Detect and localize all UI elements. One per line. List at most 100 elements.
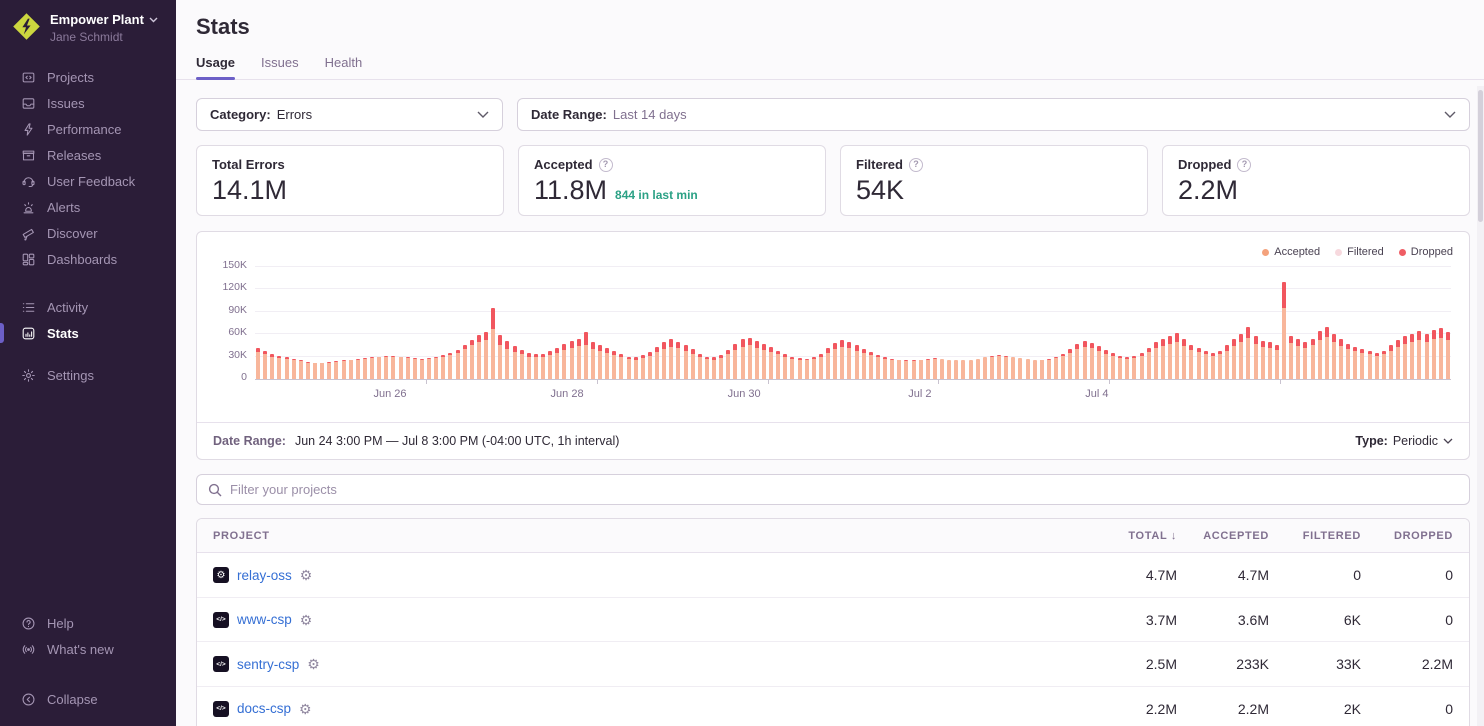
chart-bar[interactable]	[1260, 340, 1265, 379]
org-header[interactable]: Empower Plant Jane Schmidt	[0, 0, 176, 44]
chart-bar[interactable]	[1153, 342, 1158, 379]
sidebar-item-collapse[interactable]: Collapse	[0, 686, 176, 712]
chart-bar[interactable]	[1253, 336, 1258, 379]
chart-bar[interactable]	[726, 349, 731, 379]
chart-bar[interactable]	[740, 339, 745, 379]
chart-bar[interactable]	[840, 340, 845, 379]
chart-bar[interactable]	[868, 352, 873, 379]
sidebar-item-alerts[interactable]: Alerts	[0, 194, 176, 220]
chart-bar[interactable]	[391, 355, 396, 379]
chart-bar[interactable]	[783, 353, 788, 379]
chart-bar[interactable]	[1118, 355, 1123, 379]
chart-bar[interactable]	[1431, 330, 1436, 379]
chart-bar[interactable]	[1061, 353, 1066, 379]
project-filter-input[interactable]	[230, 482, 1458, 498]
chart-bar[interactable]	[947, 359, 952, 379]
chart-bar[interactable]	[441, 355, 446, 379]
chart-bar[interactable]	[1381, 350, 1386, 379]
chart-bar[interactable]	[697, 353, 702, 379]
chart-bar[interactable]	[1175, 332, 1180, 379]
chart-bar[interactable]	[769, 346, 773, 379]
chart-bar[interactable]	[1039, 359, 1044, 379]
chart-bar[interactable]	[362, 358, 367, 379]
chart-bar[interactable]	[811, 356, 816, 379]
chart-bar[interactable]	[961, 360, 966, 379]
chart-bar[interactable]	[1267, 342, 1272, 379]
chart-bar[interactable]	[875, 355, 880, 379]
chart-bar[interactable]	[1388, 345, 1393, 379]
chart-bar[interactable]	[1018, 358, 1023, 379]
chart-bar[interactable]	[818, 353, 823, 379]
chart-bar[interactable]	[669, 339, 674, 379]
chart-bar[interactable]	[491, 308, 496, 379]
chart-bar[interactable]	[1075, 343, 1080, 379]
chart-bar[interactable]	[256, 347, 260, 379]
chart-bar[interactable]	[1225, 345, 1229, 379]
chart-bar[interactable]	[1239, 333, 1244, 379]
chart-bar[interactable]	[519, 349, 524, 379]
chart-bar[interactable]	[370, 357, 374, 379]
sidebar-item-help[interactable]: Help	[0, 610, 176, 636]
chart-bar[interactable]	[476, 335, 481, 379]
chart-bar[interactable]	[313, 362, 317, 379]
chart-bar[interactable]	[1296, 339, 1301, 379]
category-select[interactable]: Category: Errors	[196, 98, 503, 131]
chart-bar[interactable]	[1339, 339, 1343, 379]
chart-bar[interactable]	[1445, 332, 1450, 379]
chart-bar[interactable]	[1203, 351, 1208, 379]
chart-bar[interactable]	[968, 359, 973, 379]
chart-bar[interactable]	[398, 356, 403, 379]
chart-bar[interactable]	[298, 360, 303, 379]
chart-bar[interactable]	[1353, 346, 1358, 379]
chart-bar[interactable]	[904, 360, 909, 379]
chart-bar[interactable]	[1182, 339, 1187, 379]
page-scrollbar[interactable]	[1477, 86, 1484, 726]
chart-plot[interactable]: 0 30K 60K 90K 120K 150K	[222, 259, 1451, 384]
chart-bar[interactable]	[1417, 331, 1422, 379]
tab-usage[interactable]: Usage	[196, 55, 236, 80]
chart-bar[interactable]	[662, 342, 667, 379]
chart-bar[interactable]	[975, 358, 980, 379]
chart-type-select[interactable]: Type: Periodic	[1355, 434, 1453, 448]
chart-bar[interactable]	[348, 359, 353, 379]
sidebar-item-discover[interactable]: Discover	[0, 220, 176, 246]
chart-bar[interactable]	[676, 341, 681, 379]
chart-bar[interactable]	[555, 348, 560, 379]
chart-bar[interactable]	[1438, 328, 1443, 379]
chart-bar[interactable]	[982, 357, 987, 379]
chart-bar[interactable]	[598, 344, 602, 379]
chart-bar[interactable]	[954, 360, 959, 379]
column-header-accepted[interactable]: ACCEPTED	[1203, 529, 1269, 542]
sidebar-item-projects[interactable]: Projects	[0, 64, 176, 90]
chart-bar[interactable]	[1282, 282, 1286, 379]
chart-bar[interactable]	[1189, 344, 1194, 379]
info-icon[interactable]: ?	[1237, 157, 1252, 172]
legend-item-accepted[interactable]: Accepted	[1262, 246, 1320, 258]
chart-bar[interactable]	[1025, 358, 1030, 379]
column-header-total[interactable]: TOTAL ↓	[1128, 529, 1177, 542]
chart-bar[interactable]	[548, 351, 553, 379]
info-icon[interactable]: ?	[908, 157, 923, 172]
chart-bar[interactable]	[733, 343, 738, 379]
chart-bar[interactable]	[690, 349, 695, 379]
chart-bar[interactable]	[1217, 350, 1222, 379]
chart-bar[interactable]	[655, 346, 659, 379]
chart-bar[interactable]	[576, 338, 581, 379]
chart-bar[interactable]	[377, 356, 382, 379]
chart-bar[interactable]	[847, 342, 852, 379]
chart-bar[interactable]	[1139, 352, 1144, 379]
chart-bar[interactable]	[562, 343, 567, 379]
chart-bar[interactable]	[932, 358, 937, 379]
project-settings-gear-icon[interactable]: ⚙	[299, 567, 313, 583]
chart-bar[interactable]	[619, 354, 624, 379]
chart-bar[interactable]	[320, 362, 325, 379]
column-header-project[interactable]: PROJECT	[213, 529, 270, 542]
chart-bar[interactable]	[405, 357, 410, 379]
chart-bar[interactable]	[797, 358, 802, 379]
chart-bar[interactable]	[790, 356, 795, 379]
chart-bar[interactable]	[804, 358, 809, 379]
tab-issues[interactable]: Issues	[261, 55, 299, 70]
scrollbar-thumb[interactable]	[1478, 90, 1483, 222]
chart-bar[interactable]	[505, 340, 510, 379]
chart-bar[interactable]	[512, 346, 517, 379]
